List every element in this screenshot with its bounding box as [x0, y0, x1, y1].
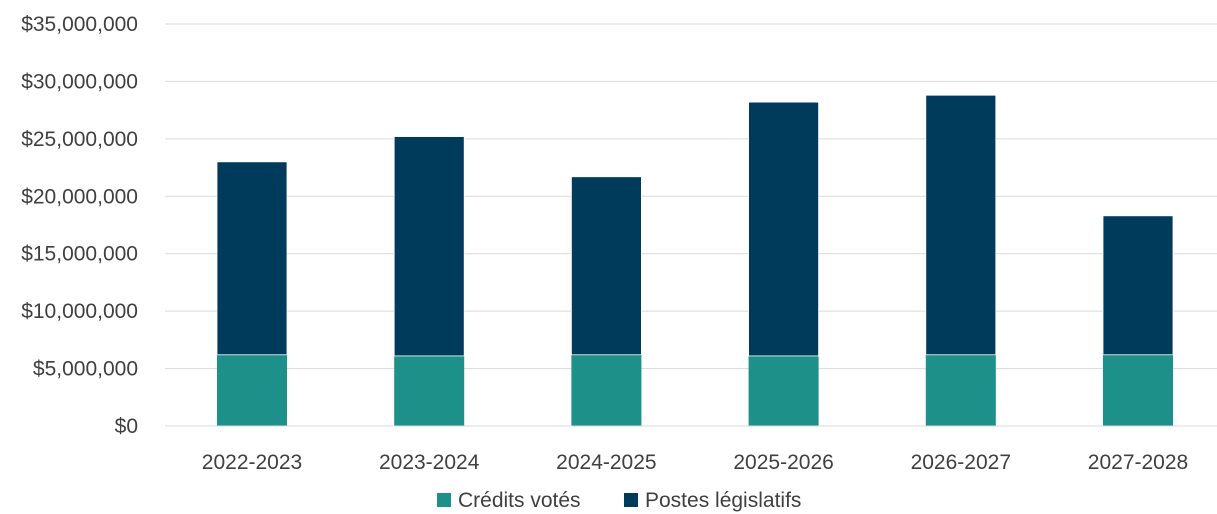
legend-swatch [624, 493, 638, 507]
y-tick-label: $5,000,000 [33, 358, 138, 381]
bar-segment-postes-legislatifs [216, 161, 288, 356]
bar-segment-credits-votes [394, 355, 465, 426]
bar-segment-credits-votes [925, 354, 996, 426]
x-tick-label: 2023-2024 [379, 451, 480, 474]
bar-segment-credits-votes [1103, 354, 1173, 426]
legend-swatch [437, 493, 451, 507]
x-tick-label: 2022-2023 [202, 451, 302, 474]
bar-segment-postes-legislatifs [571, 176, 642, 356]
x-tick-label: 2026-2027 [911, 451, 1011, 474]
bar-segment-postes-legislatifs [393, 136, 465, 357]
x-tick-label: 2027-2028 [1088, 451, 1188, 474]
y-tick-label: $10,000,000 [21, 300, 138, 323]
legend-label: Crédits votés [458, 489, 581, 512]
legend-label: Postes législatifs [645, 489, 801, 512]
y-tick-label: $20,000,000 [21, 185, 138, 208]
legend: Crédits votés Postes législatifs [437, 489, 801, 512]
bar-segment-postes-legislatifs [1102, 215, 1174, 356]
bar-segment-credits-votes [748, 355, 819, 426]
y-axis-tick-labels: $0 $5,000,000 $10,000,000 $15,000,000 $20,00… [21, 13, 138, 438]
x-axis-tick-labels: 2022-2023 2023-2024 2024-2025 2025-2026 2026… [202, 451, 1188, 474]
x-tick-label: 2025-2026 [733, 451, 833, 474]
bar-segment-credits-votes [217, 354, 287, 426]
y-tick-label: $25,000,000 [21, 128, 138, 151]
y-tick-label: $15,000,000 [21, 243, 138, 266]
bar-segment-postes-legislatifs [925, 94, 997, 356]
bar-segment-postes-legislatifs [748, 101, 819, 357]
y-tick-label: $0 [115, 415, 138, 438]
bar-segment-credits-votes [571, 354, 642, 426]
x-tick-label: 2024-2025 [556, 451, 656, 474]
y-tick-label: $30,000,000 [21, 70, 138, 93]
bars [216, 94, 1174, 426]
y-tick-label: $35,000,000 [21, 13, 138, 36]
gridlines [165, 23, 1217, 370]
